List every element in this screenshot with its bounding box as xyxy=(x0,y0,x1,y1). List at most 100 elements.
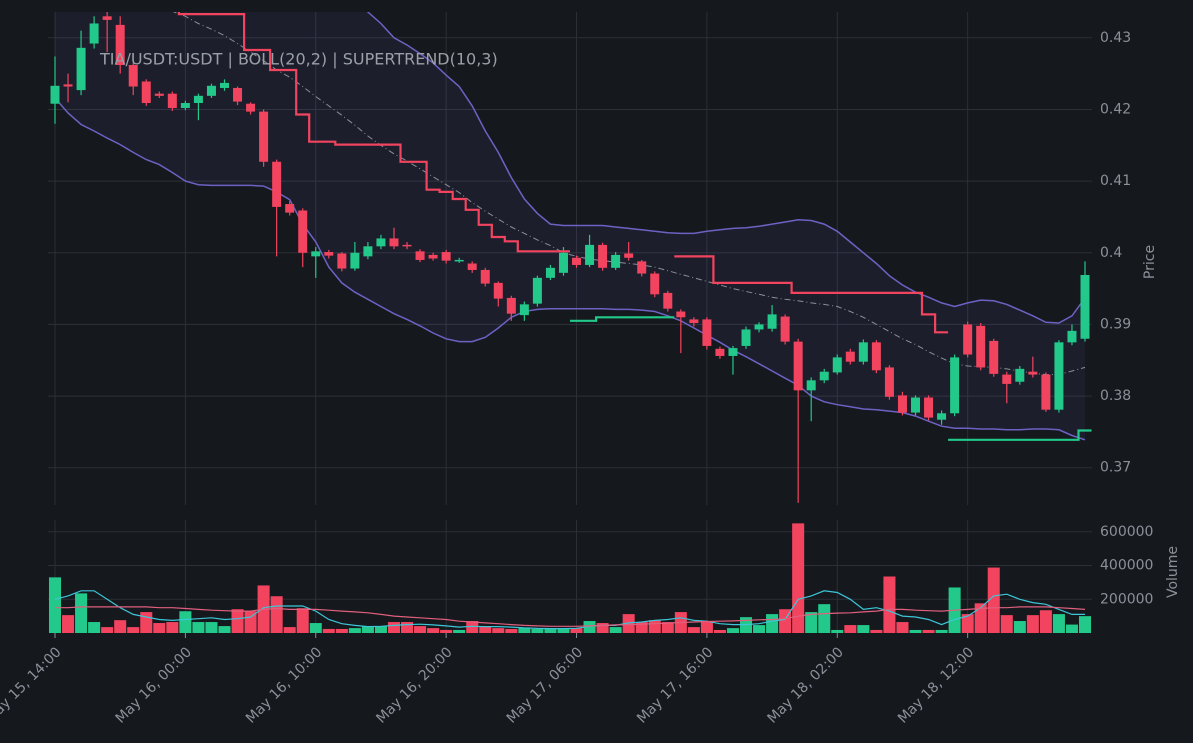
candle-body xyxy=(285,204,295,213)
volume-bar xyxy=(583,621,596,633)
price-panel xyxy=(50,12,1092,503)
volume-bar xyxy=(48,577,62,633)
volume-bar xyxy=(818,604,831,633)
volume-bar xyxy=(153,623,166,633)
candle-body xyxy=(389,238,399,247)
candle-body xyxy=(871,342,881,371)
chart-title: TIA/USDT:USDT | BOLL(20,2) | SUPERTREND(… xyxy=(99,50,498,69)
volume-bar xyxy=(270,596,283,633)
candle-body xyxy=(832,357,842,373)
volume-bar xyxy=(935,629,948,633)
volume-bar xyxy=(192,622,205,633)
candle-body xyxy=(924,397,934,418)
candle-body xyxy=(402,244,412,247)
volume-bar xyxy=(361,626,374,633)
volume-bar xyxy=(166,622,179,633)
candle-body xyxy=(1067,330,1077,343)
candle-body xyxy=(115,24,125,66)
volume-panel xyxy=(48,523,1092,633)
candle-body xyxy=(506,297,516,314)
candle-body xyxy=(1041,374,1051,410)
volume-axis-label: Volume xyxy=(1165,546,1181,598)
volume-bar xyxy=(883,576,896,633)
volume-bar xyxy=(544,628,557,633)
candle-body xyxy=(663,292,673,309)
volume-bar xyxy=(974,603,987,633)
volume-bar xyxy=(414,626,427,633)
candle-body xyxy=(298,210,308,253)
volume-bar xyxy=(440,629,453,633)
volume-bar xyxy=(961,614,974,633)
candle-body xyxy=(637,261,647,274)
candle-body xyxy=(884,367,894,397)
candle-body xyxy=(545,267,555,278)
volume-bar xyxy=(479,626,492,633)
candle-body xyxy=(480,269,490,284)
candle-body xyxy=(519,304,529,316)
volume-ma xyxy=(55,606,1086,627)
volume-bar xyxy=(387,622,401,633)
candle-body xyxy=(441,252,451,261)
candle-body xyxy=(676,311,686,318)
volume-bar xyxy=(596,623,609,633)
volume-bar xyxy=(922,629,935,633)
volume-bar xyxy=(427,628,440,633)
volume-bar xyxy=(466,621,479,633)
candle-body xyxy=(793,341,803,391)
volume-bar xyxy=(1065,624,1078,633)
volume-tick-label: 400000 xyxy=(1100,558,1153,574)
candle-body xyxy=(624,253,634,258)
volume-bar xyxy=(609,627,622,633)
volume-bar xyxy=(635,622,648,633)
supertrend-up xyxy=(570,316,675,322)
volume-bar xyxy=(622,614,635,633)
candle-body xyxy=(493,282,503,299)
volume-bar xyxy=(518,628,531,633)
candle-body xyxy=(963,324,973,355)
volume-tick-label: 200000 xyxy=(1100,591,1153,607)
volume-bar xyxy=(335,628,348,633)
candle-body xyxy=(180,103,190,109)
y-tick-label: 0.43 xyxy=(1100,30,1131,46)
candle-body xyxy=(76,47,86,91)
volume-bar xyxy=(700,621,713,633)
volume-bar xyxy=(322,628,335,633)
candle-body xyxy=(741,329,751,346)
candle-body xyxy=(937,413,947,420)
candle-body xyxy=(167,93,177,109)
candle-body xyxy=(897,395,907,413)
volume-bar xyxy=(805,612,818,633)
volume-bar xyxy=(844,625,857,633)
candle-body xyxy=(689,319,699,323)
volume-bar xyxy=(870,629,883,633)
volume-bar xyxy=(101,627,114,633)
candle-body xyxy=(1002,374,1012,384)
y-tick-label: 0.42 xyxy=(1100,101,1131,117)
volume-bar xyxy=(296,608,309,633)
candle-body xyxy=(89,23,99,44)
candle-body xyxy=(415,251,425,260)
candle-body xyxy=(806,380,816,391)
volume-bar xyxy=(987,567,1000,633)
volume-tick-label: 600000 xyxy=(1100,524,1153,540)
candle-body xyxy=(976,325,986,368)
y-tick-label: 0.4 xyxy=(1100,245,1122,261)
bollinger-upper xyxy=(366,12,1086,324)
candle-body xyxy=(128,65,138,87)
candle-body xyxy=(780,316,790,342)
volume-bar xyxy=(531,628,544,633)
candle-body xyxy=(219,82,229,88)
volume-bar xyxy=(857,625,870,633)
candle-body xyxy=(728,348,738,356)
volume-bar xyxy=(309,623,322,633)
volume-bar xyxy=(831,629,844,633)
candle-body xyxy=(532,277,542,304)
volume-bar xyxy=(348,628,361,633)
candle-body xyxy=(1080,274,1090,339)
candle-body xyxy=(858,342,868,362)
volume-bar xyxy=(570,628,583,633)
volume-bar xyxy=(88,622,101,633)
candle-body xyxy=(845,351,855,362)
volume-bar xyxy=(896,622,909,633)
